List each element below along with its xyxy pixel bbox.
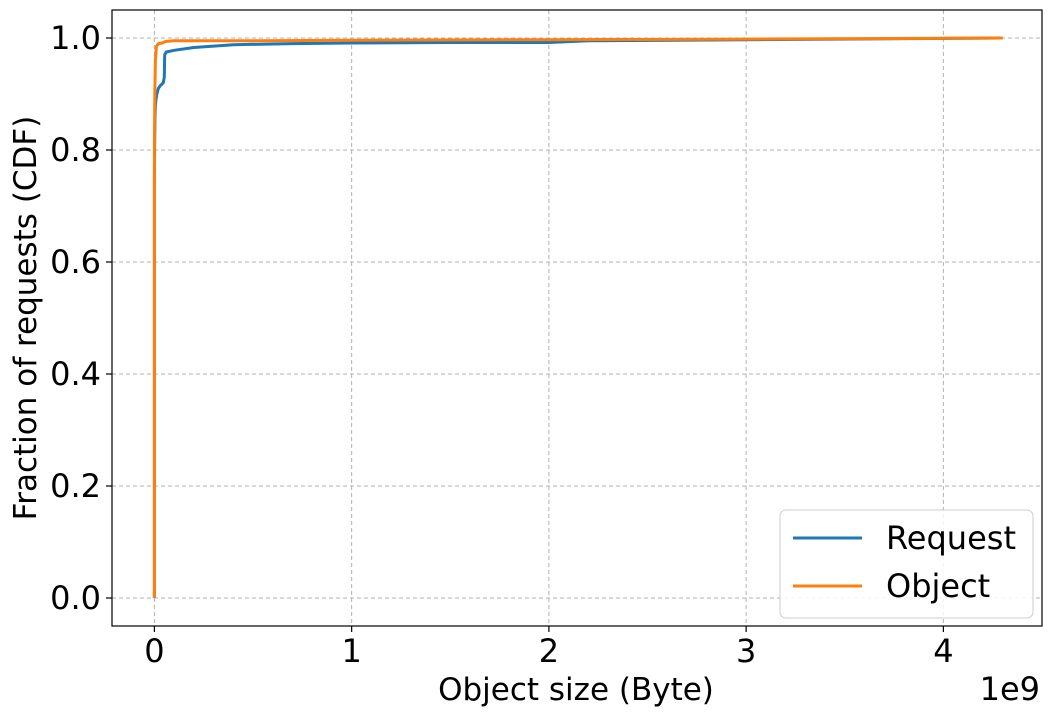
x-tick-label: 3	[736, 632, 756, 670]
series-line-object	[152, 36, 1003, 598]
x-tick-label: 1	[341, 632, 361, 670]
x-tick-label: 0	[144, 632, 164, 670]
x-axis-label: Object size (Byte)	[438, 672, 714, 708]
y-tick-label: 0.6	[50, 243, 101, 281]
series-layer	[152, 36, 1003, 598]
y-ticks: 0.0 0.2 0.4 0.6 0.8 1.0	[50, 19, 112, 617]
y-tick-label: 0.2	[50, 467, 101, 505]
y-tick-label: 0.4	[50, 355, 101, 393]
y-tick-label: 0.0	[50, 579, 101, 617]
legend-label-object: Object	[886, 567, 990, 605]
y-axis-label: Fraction of requests (CDF)	[8, 116, 44, 521]
legend: Request Object	[779, 509, 1034, 619]
y-tick-label: 0.8	[50, 131, 101, 169]
y-tick-label: 1.0	[50, 19, 101, 57]
x-ticks: 0 1 2 3 4	[144, 626, 954, 670]
plot-frame	[111, 9, 1043, 627]
x-tick-label: 2	[539, 632, 559, 670]
legend-label-request: Request	[886, 519, 1016, 557]
x-tick-label: 4	[933, 632, 953, 670]
x-axis-offset-label: 1e9	[980, 670, 1040, 708]
